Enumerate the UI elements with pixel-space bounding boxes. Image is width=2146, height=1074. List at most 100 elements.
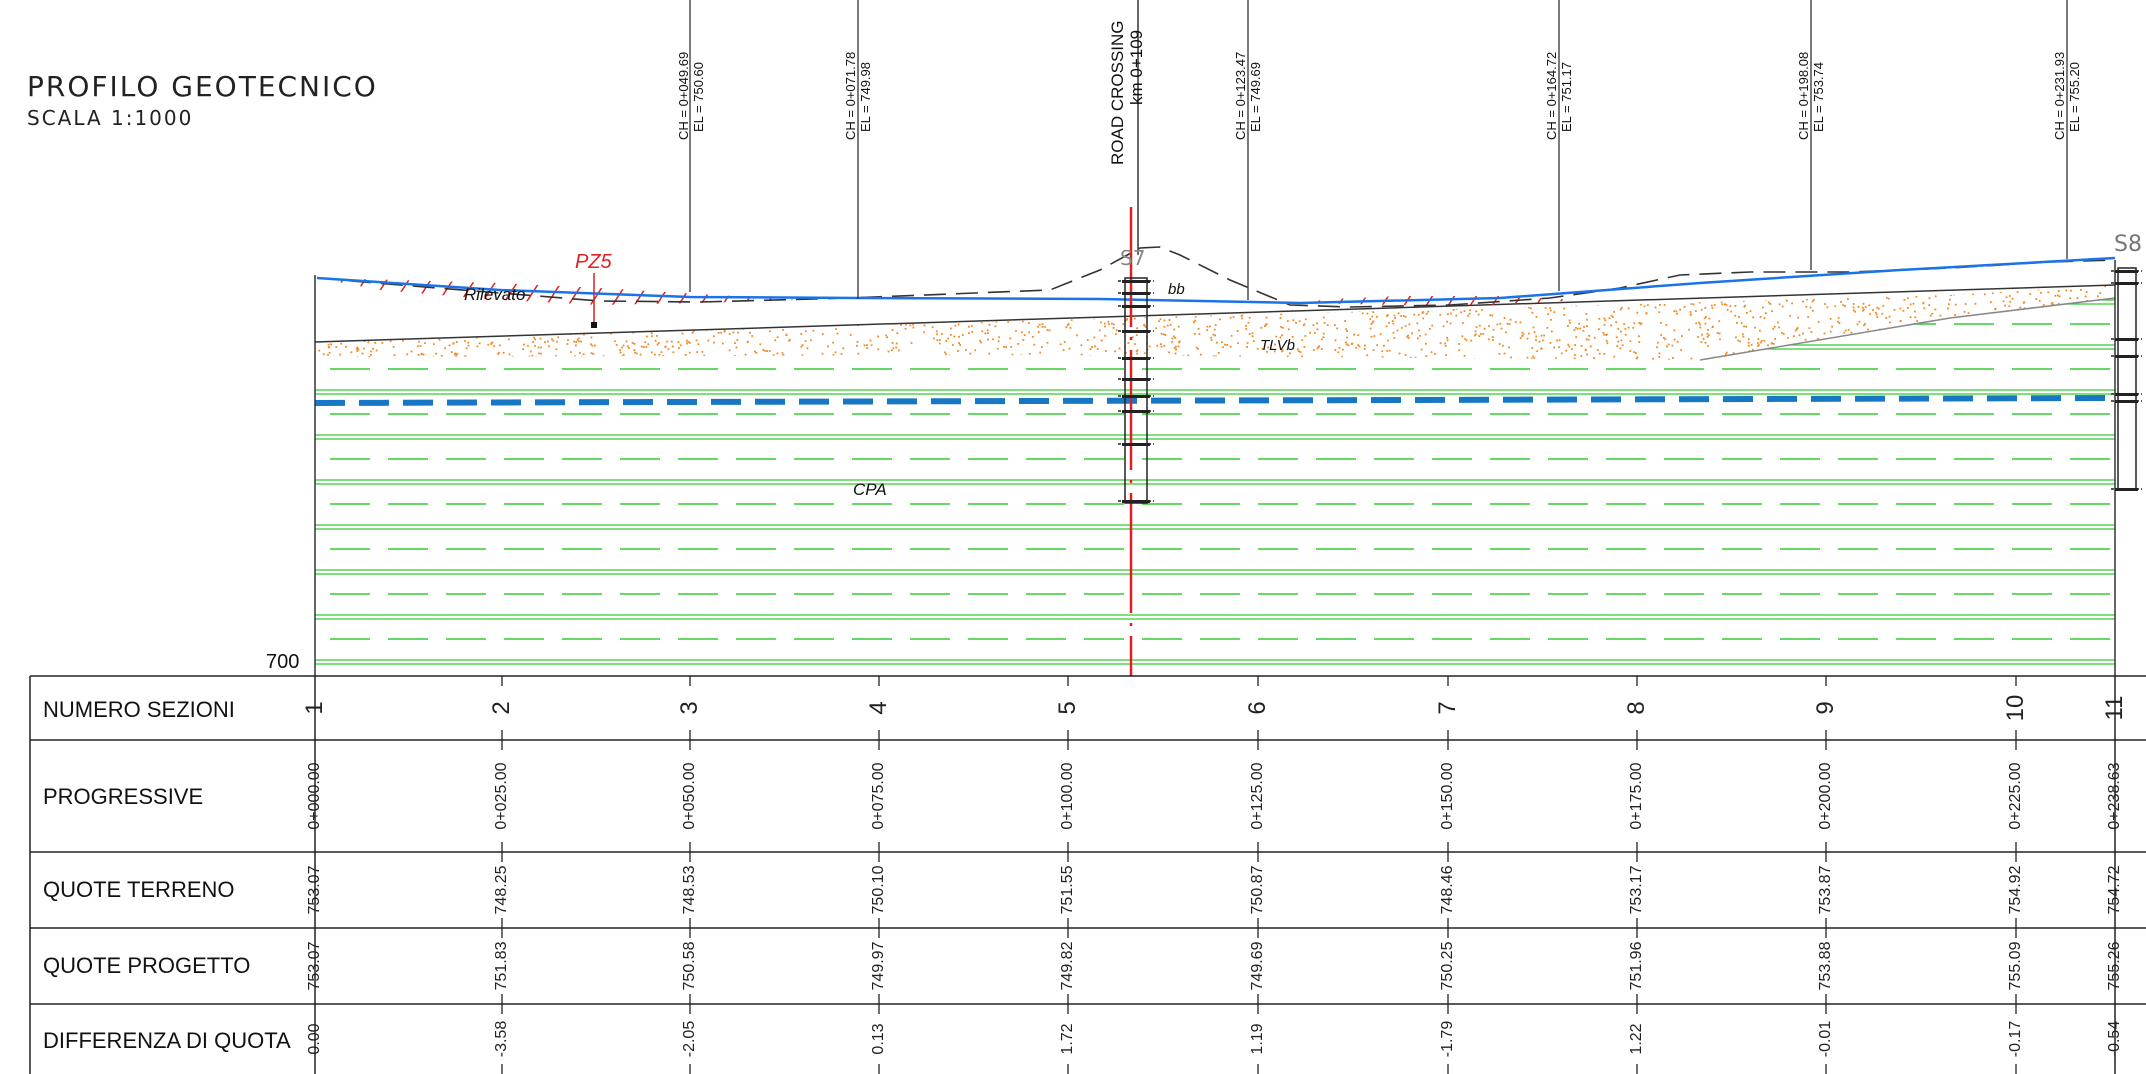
table-cell: 753.17	[1628, 865, 1645, 915]
existing-ground-line	[316, 246, 2116, 308]
table-cell: 750.10	[870, 865, 887, 915]
data-table	[29, 676, 2146, 1074]
table-cell: 0+150.00	[1439, 762, 1456, 830]
elevation-value: EL = 750.60	[691, 62, 706, 132]
chainage-marker-lines	[689, 0, 2068, 300]
elevation-label: 700	[266, 651, 300, 673]
chainage-value: CH = 0+071.78	[843, 51, 858, 140]
table-cell: 10	[2002, 694, 2029, 722]
table-cell: 0+000.00	[306, 762, 323, 830]
table-cell: -3.58	[493, 1020, 510, 1058]
table-cell: 1.22	[1628, 1023, 1645, 1055]
road-crossing-km: km 0+109	[1127, 29, 1146, 105]
table-cell: 755.26	[2106, 941, 2123, 991]
table-cell: 755.09	[2007, 941, 2024, 991]
row-label-progressive: PROGRESSIVE	[43, 784, 204, 809]
table-cell: 751.55	[1059, 865, 1076, 915]
table-cell: 1.72	[1059, 1023, 1076, 1055]
table-cell: 0+175.00	[1628, 762, 1645, 830]
table-cell: 1	[301, 701, 328, 715]
table-cell: 0+100.00	[1059, 762, 1076, 830]
piezometer-label: PZ5	[575, 251, 612, 273]
table-cell: 753.07	[306, 941, 323, 991]
borehole-s8	[2111, 267, 2142, 491]
table-cell: 748.46	[1439, 865, 1456, 915]
drawing-title: PROFILO GEOTECNICO	[27, 70, 378, 103]
elevation-value: EL = 749.69	[1248, 62, 1263, 132]
chainage-value: CH = 0+231.93	[2052, 51, 2067, 140]
table-cell: 753.87	[1817, 865, 1834, 915]
table-cell: 749.97	[870, 941, 887, 991]
elevation-value: EL = 749.98	[858, 62, 873, 132]
table-cell: 5	[1054, 701, 1081, 715]
table-cell: 0.00	[306, 1023, 323, 1055]
table-ticks	[501, 676, 2017, 1074]
chainage-marker: CH = 0+071.78 EL = 749.98	[843, 30, 873, 140]
table-cell: 754.72	[2106, 865, 2123, 915]
table-cell: 749.69	[1249, 941, 1266, 991]
table-cell: 753.07	[306, 865, 323, 915]
elevation-value: EL = 755.20	[2067, 62, 2082, 132]
chainage-marker: CH = 0+231.93 EL = 755.20	[2052, 30, 2082, 140]
table-cell: 8	[1623, 701, 1650, 715]
table-cell: 0.13	[870, 1023, 887, 1055]
table-cell: 0+025.00	[493, 762, 510, 830]
layer-label-rilevato: Rilevato	[464, 285, 526, 304]
water-table-line	[314, 395, 2116, 406]
layer-label-tlvb: TLVb	[1260, 337, 1296, 354]
table-cell: 9	[1812, 701, 1839, 715]
table-cell: 751.96	[1628, 941, 1645, 991]
borehole-s7-label: S7	[1120, 246, 1146, 270]
table-cell: 0+125.00	[1249, 762, 1266, 830]
chainage-marker: CH = 0+123.47 EL = 749.69	[1233, 30, 1263, 140]
table-cell: 0+225.00	[2007, 762, 2024, 830]
row-label-quote-progetto: QUOTE PROGETTO	[43, 953, 251, 978]
table-cell: 0+238.63	[2106, 762, 2123, 830]
table-cell: 750.25	[1439, 941, 1456, 991]
table-cell: 750.87	[1249, 865, 1266, 915]
elevation-value: EL = 751.17	[1559, 62, 1574, 132]
table-cell: 748.53	[681, 865, 698, 915]
chainage-value: CH = 0+198.08	[1796, 51, 1811, 140]
table-cell: 748.25	[493, 865, 510, 915]
table-cell: -0.17	[2007, 1020, 2024, 1058]
row-label-numero-sezioni: NUMERO SEZIONI	[43, 697, 235, 722]
table-cell: 0+050.00	[681, 762, 698, 830]
chainage-marker: CH = 0+164.72 EL = 751.17	[1544, 30, 1574, 140]
tlvb-layer	[314, 284, 2116, 360]
borehole-s7	[1118, 277, 1154, 504]
table-cell: 11	[2101, 695, 2128, 721]
cpa-layer	[315, 297, 2116, 665]
table-cell: 6	[1244, 701, 1271, 715]
table-cell: 2	[488, 701, 515, 715]
table-cell: 754.92	[2007, 865, 2024, 915]
table-cell: 749.82	[1059, 941, 1076, 991]
table-cell: -0.54	[2106, 1020, 2123, 1058]
chainage-value: CH = 0+164.72	[1544, 51, 1559, 140]
layer-label-bb: bb	[1168, 281, 1185, 298]
chainage-value: CH = 0+049.69	[676, 51, 691, 140]
table-cell: 1.19	[1249, 1023, 1266, 1055]
borehole-s8-label: S8	[2114, 232, 2142, 257]
row-label-quote-terreno: QUOTE TERRENO	[43, 877, 235, 902]
table-cell: -0.01	[1817, 1020, 1834, 1058]
table-cell: 4	[865, 701, 892, 715]
table-cell: 7	[1434, 701, 1461, 715]
drawing-scale: SCALA 1:1000	[27, 106, 194, 130]
chainage-marker: CH = 0+049.69 EL = 750.60	[676, 30, 706, 140]
table-cell: -1.79	[1439, 1020, 1456, 1058]
elevation-value: EL = 753.74	[1811, 62, 1826, 132]
chainage-value: CH = 0+123.47	[1233, 51, 1248, 140]
design-profile-line	[316, 256, 2116, 305]
table-cell: 751.83	[493, 941, 510, 991]
road-crossing-label: ROAD CROSSING km 0+109	[1108, 0, 1146, 165]
table-cell: 0+075.00	[870, 762, 887, 830]
table-cell: 750.58	[681, 941, 698, 991]
table-cell: 0+200.00	[1817, 762, 1834, 830]
table-cell: 753.88	[1817, 941, 1834, 991]
table-cell: 3	[676, 701, 703, 715]
row-label-differenza-di-quota: DIFFERENZA DI QUOTA	[43, 1028, 291, 1053]
table-cell: -2.05	[681, 1020, 698, 1058]
